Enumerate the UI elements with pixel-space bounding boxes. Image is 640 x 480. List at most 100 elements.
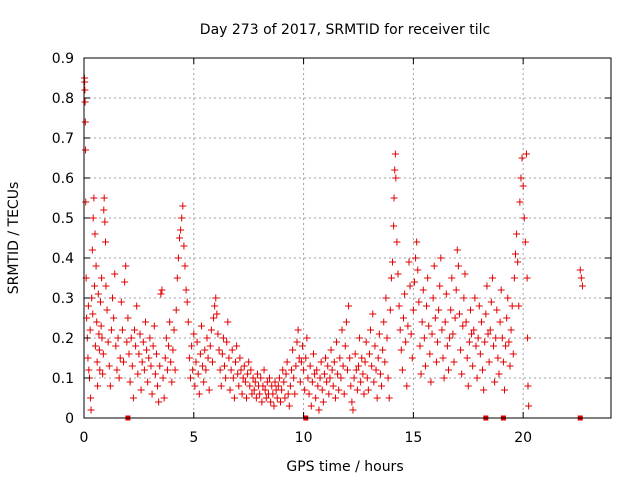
- data-point: [354, 362, 362, 370]
- data-point: [155, 398, 163, 406]
- data-point: [368, 362, 376, 370]
- data-point: [281, 394, 289, 402]
- y-tick-label: 0.6: [52, 171, 74, 187]
- data-point: [288, 366, 296, 374]
- data-point: [475, 302, 483, 310]
- data-point: [485, 358, 493, 366]
- data-point: [483, 282, 491, 290]
- data-point: [199, 362, 207, 370]
- data-point: [239, 374, 247, 382]
- data-point: [100, 194, 108, 202]
- data-point: [279, 366, 287, 374]
- data-point: [373, 394, 381, 402]
- data-point: [486, 326, 494, 334]
- data-point: [96, 298, 104, 306]
- data-point: [98, 334, 106, 342]
- data-point: [219, 334, 227, 342]
- data-point: [507, 326, 515, 334]
- data-point: [487, 298, 495, 306]
- data-point: [350, 374, 358, 382]
- data-point: [96, 366, 104, 374]
- data-point: [145, 354, 153, 362]
- data-point: [440, 374, 448, 382]
- data-point: [498, 334, 506, 342]
- data-point: [384, 374, 392, 382]
- data-point: [212, 294, 220, 302]
- data-point: [446, 334, 454, 342]
- data-point: [147, 362, 155, 370]
- x-axis-label: GPS time / hours: [286, 459, 403, 475]
- data-point: [436, 282, 444, 290]
- data-point: [151, 370, 159, 378]
- data-point: [115, 374, 123, 382]
- data-point: [226, 386, 234, 394]
- data-point: [453, 246, 461, 254]
- data-point: [295, 354, 303, 362]
- data-point: [185, 354, 193, 362]
- data-point: [81, 98, 89, 106]
- data-point: [171, 366, 179, 374]
- data-point: [218, 350, 226, 358]
- data-point: [378, 382, 386, 390]
- data-point: [402, 338, 410, 346]
- data-point: [210, 314, 218, 322]
- data-point: [137, 386, 145, 394]
- data-point: [369, 310, 377, 318]
- data-point: [203, 334, 211, 342]
- data-point: [448, 274, 456, 282]
- data-point: [501, 386, 509, 394]
- data-point: [457, 346, 465, 354]
- data-point: [417, 370, 425, 378]
- data-point: [170, 326, 178, 334]
- data-point: [324, 362, 332, 370]
- data-point: [292, 362, 300, 370]
- data-point: [482, 310, 490, 318]
- data-point: [110, 314, 118, 322]
- data-point: [524, 334, 532, 342]
- data-point: [447, 306, 455, 314]
- data-point: [227, 366, 235, 374]
- data-point: [300, 366, 308, 374]
- x-tick-label: 0: [80, 430, 89, 446]
- data-point: [225, 354, 233, 362]
- data-point: [359, 370, 367, 378]
- data-point: [122, 262, 130, 270]
- data-point: [578, 282, 586, 290]
- data-point: [214, 330, 222, 338]
- data-point: [391, 166, 399, 174]
- data-point: [396, 326, 404, 334]
- data-point: [112, 342, 120, 350]
- data-point: [127, 334, 135, 342]
- data-point: [253, 370, 261, 378]
- data-point: [465, 338, 473, 346]
- data-point: [228, 346, 236, 354]
- data-point: [140, 366, 148, 374]
- plot-frame: [83, 57, 612, 419]
- data-point: [382, 294, 390, 302]
- data-point: [312, 394, 320, 402]
- data-point: [419, 286, 427, 294]
- data-point: [496, 318, 504, 326]
- data-point: [94, 382, 102, 390]
- data-point: [331, 394, 339, 402]
- data-point: [439, 354, 447, 362]
- data-point: [266, 374, 274, 382]
- data-point: [99, 370, 107, 378]
- data-point: [159, 374, 167, 382]
- data-point: [416, 342, 424, 350]
- data-point: [499, 358, 507, 366]
- data-point: [525, 402, 533, 410]
- data-point: [102, 238, 110, 246]
- data-point: [493, 306, 501, 314]
- data-point: [342, 318, 350, 326]
- data-point: [195, 390, 203, 398]
- data-point: [325, 390, 333, 398]
- data-point: [311, 370, 319, 378]
- data-point: [91, 342, 99, 350]
- data-point: [334, 370, 342, 378]
- data-point: [346, 354, 354, 362]
- data-point: [518, 154, 526, 162]
- data-point: [466, 306, 474, 314]
- data-point: [262, 394, 270, 402]
- data-point: [138, 358, 146, 366]
